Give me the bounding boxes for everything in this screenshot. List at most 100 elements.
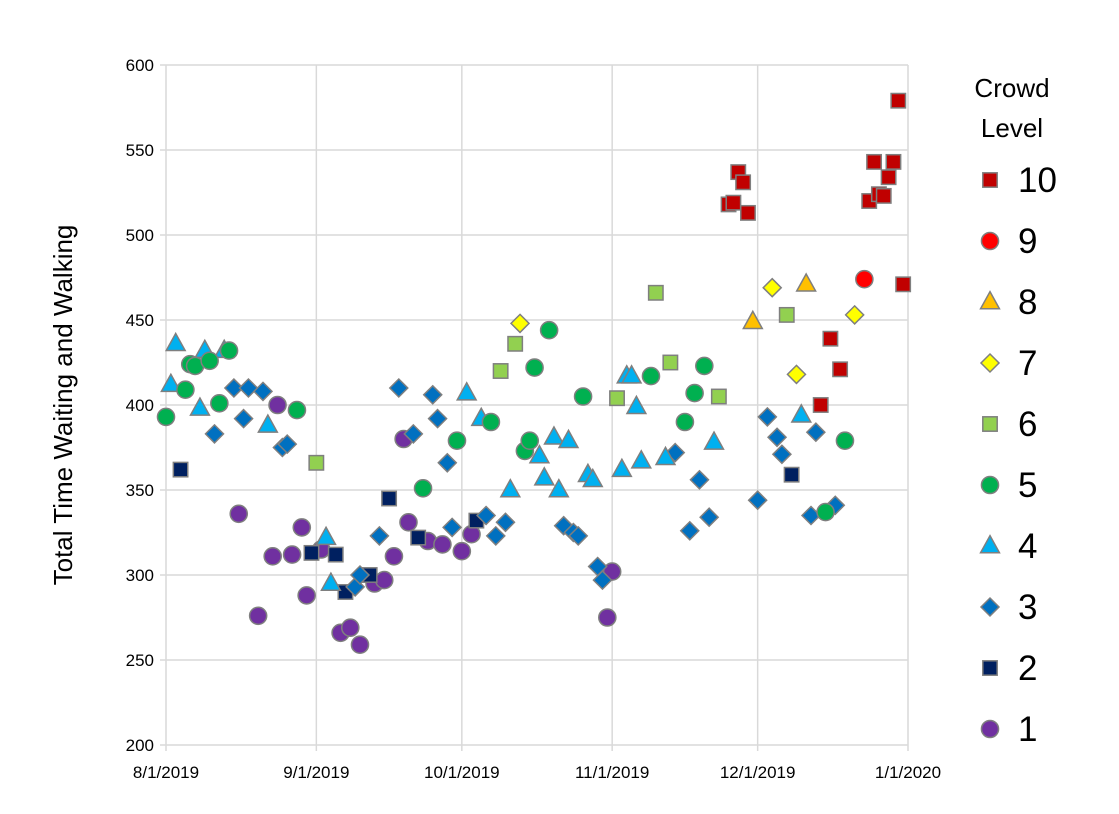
data-point-level-10 [812,397,829,413]
data-point-level-3 [592,570,613,591]
data-point-level-1 [350,635,370,655]
x-tick-label: 11/1/2019 [575,763,649,782]
data-point-level-2 [327,546,344,563]
data-point-level-1 [263,547,282,566]
legend-marker-4 [979,534,1001,554]
data-point-level-10 [832,361,849,378]
axes: 200 250 300 350 400 450 500 550 600 8/1/2019 9/1/2… [126,56,941,782]
legend-marker-9 [980,231,1000,251]
data-point-level-10 [890,92,907,109]
data-point-level-3 [349,564,371,586]
data-point-level-5 [641,366,661,386]
data-point-level-5 [200,351,219,371]
y-tick-label: 400 [126,396,154,415]
x-tick-label: 9/1/2019 [283,763,349,782]
data-point-level-4 [703,430,725,450]
data-point-level-7 [509,313,531,334]
data-point-level-4 [548,478,570,498]
data-point-level-5 [176,380,195,400]
x-tick-label: 12/1/2019 [720,763,796,782]
data-point-level-10 [822,330,839,347]
legend-label: 10 [1018,161,1057,200]
data-point-level-3 [403,423,424,444]
data-point-level-5 [525,358,544,377]
data-point-level-5 [520,431,540,451]
data-point-level-3 [223,377,244,399]
data-point-level-4 [528,444,551,464]
legend-label: 7 [1018,344,1037,383]
data-point-level-10 [740,204,756,221]
data-point-level-3 [757,406,778,427]
y-tick-label: 250 [126,651,154,670]
data-point-level-3 [233,408,254,429]
data-point-level-8 [742,309,764,330]
data-point-level-4 [582,467,604,488]
data-point-level-10 [880,169,897,186]
data-point-level-4 [320,571,342,591]
legend-label: 3 [1018,588,1037,627]
data-point-level-4 [499,478,522,498]
data-point-level-7 [786,364,807,385]
legend-label: 2 [1018,649,1037,688]
legend-marker-2 [982,660,998,676]
data-point-level-1 [292,518,312,537]
data-point-level-1 [433,535,452,554]
y-tick-label: 600 [126,56,154,75]
data-point-level-3 [568,525,589,546]
data-point-level-1 [399,513,418,532]
data-point-level-3 [369,525,390,546]
x-tick-label: 10/1/2019 [424,763,500,782]
data-point-level-1 [340,618,360,638]
legend-marker-6 [982,416,998,432]
legend-marker-5 [980,475,1000,495]
data-point-level-6 [609,390,625,407]
data-point-level-8 [795,272,817,292]
y-tick-label: 450 [126,311,154,330]
data-point-level-2 [783,466,800,483]
y-tick-label: 500 [126,226,154,245]
data-point-level-5 [156,407,176,427]
data-point-level-6 [778,306,795,323]
data-point-level-10 [885,153,902,170]
data-point-level-4 [557,428,580,449]
legend-label: 9 [1018,222,1037,261]
data-point-level-6 [710,388,727,405]
data-point-level-5 [695,356,714,376]
data-point-level-3 [699,507,720,528]
data-point-level-3 [766,427,788,448]
data-point-level-1 [452,541,472,561]
data-point-level-4 [533,466,555,486]
y-tick-label: 300 [126,566,154,585]
data-point-level-4 [620,364,643,384]
data-point-level-3 [476,505,497,526]
legend-label: 1 [1018,710,1037,749]
data-point-level-3 [442,517,463,538]
legend-marker-8 [979,290,1001,310]
y-tick-label: 200 [126,736,154,755]
data-point-level-1 [229,504,249,524]
legend-title-line2: Level [981,113,1043,143]
legend-label: 8 [1018,283,1037,322]
x-tick-label: 8/1/2019 [133,763,199,782]
legend-marker-10 [982,172,998,188]
data-point-level-4 [189,396,211,416]
data-point-level-5 [447,431,467,451]
data-point-level-5 [685,383,704,403]
data-point-level-3 [388,377,409,399]
data-point-level-4 [160,372,182,393]
data-point-level-5 [539,320,559,340]
data-point-level-3 [485,525,506,546]
legend-label: 4 [1018,527,1037,566]
legend-marker-3 [979,596,1001,618]
data-point-level-5 [573,387,593,406]
data-point-level-1 [282,545,302,564]
data-point-level-3 [427,408,448,429]
legend-title-line1: Crowd [974,73,1049,103]
data-point-level-10 [875,187,892,204]
data-point-level-1 [598,608,617,627]
data-point-level-6 [647,284,664,301]
data-point-level-5 [287,400,307,420]
x-tick-label: 1/1/2020 [875,763,941,782]
data-point-level-5 [413,479,433,498]
data-point-level-4 [315,525,337,546]
